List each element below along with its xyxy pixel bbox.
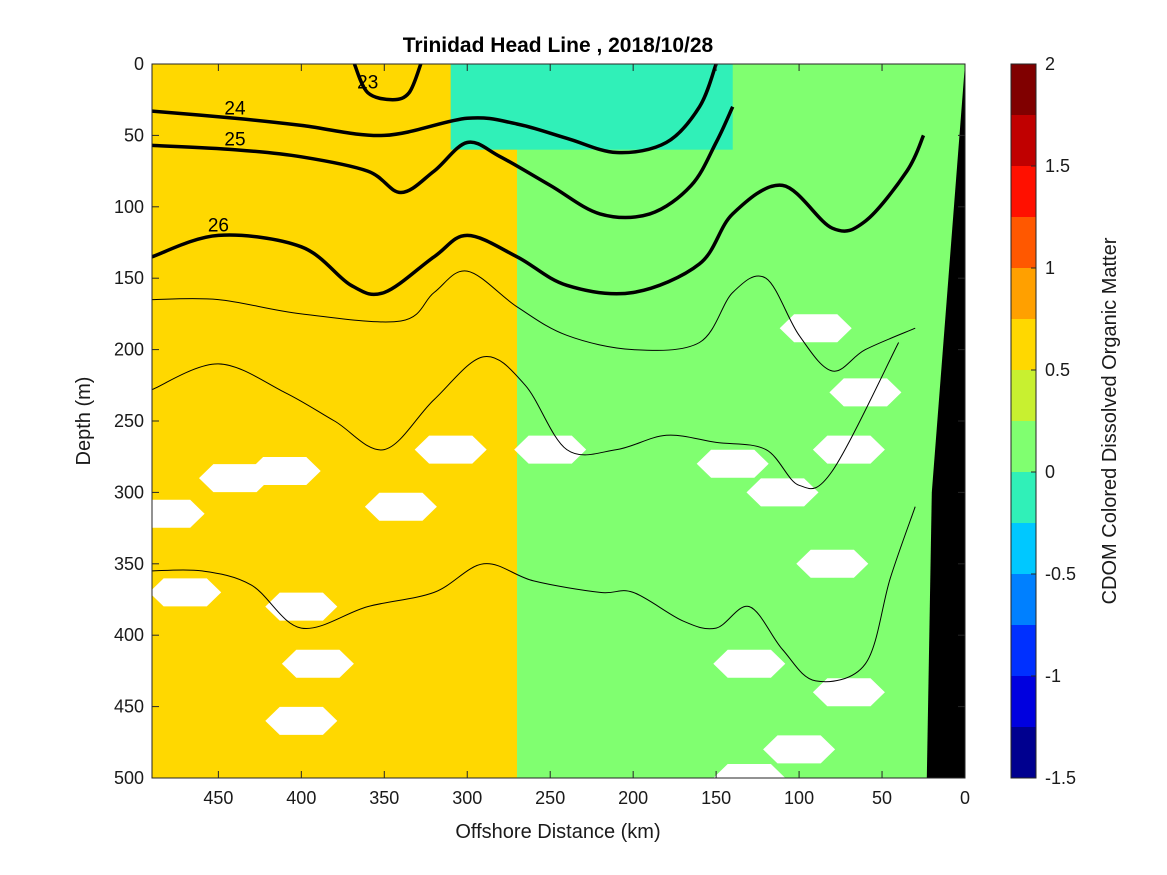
- x-tick-label: 250: [535, 788, 565, 808]
- chart-title: Trinidad Head Line , 2018/10/28: [403, 34, 714, 57]
- blank-region: [414, 435, 487, 464]
- colorbar-segment: [1011, 727, 1036, 778]
- colorbar-frame: [1010, 63, 1037, 779]
- blank-region: [713, 764, 786, 778]
- colorbar-tick-label: 1: [1045, 258, 1055, 278]
- colorbar-tick-label: -1: [1045, 666, 1061, 686]
- colorbar-tick-label: 1.5: [1045, 156, 1070, 176]
- contour-label: 25: [224, 130, 245, 151]
- colorbar-segment: [1011, 319, 1036, 370]
- x-tick-label: 150: [701, 788, 731, 808]
- x-tick-label: 100: [784, 788, 814, 808]
- y-tick-label: 500: [114, 768, 144, 788]
- y-tick-label: 50: [124, 125, 144, 145]
- colorbar-tick-label: 0.5: [1045, 360, 1070, 380]
- x-axis-ticks: 450 400 350 300 250 200 150 100 50 0: [203, 64, 970, 808]
- contour-line: [152, 270, 916, 372]
- colorbar-segment: [1011, 64, 1036, 115]
- field-block: [450, 64, 733, 150]
- x-axis-label: Offshore Distance (km): [455, 821, 660, 843]
- seafloor: [926, 64, 965, 778]
- blank-region: [812, 435, 885, 464]
- blank-region: [696, 449, 769, 478]
- x-tick-label: 450: [203, 788, 233, 808]
- colorbar-segment: [1011, 166, 1036, 217]
- colorbar-segment: [1011, 115, 1036, 166]
- x-tick-label: 200: [618, 788, 648, 808]
- contour-label: 23: [357, 73, 378, 94]
- blank-region: [265, 592, 338, 621]
- colorbar-segment: [1011, 421, 1036, 472]
- blank-region: [152, 578, 222, 607]
- colorbar-tick-label: -0.5: [1045, 564, 1076, 584]
- contour-label: 26: [208, 215, 229, 236]
- colorbar-tick-label: -1.5: [1045, 768, 1076, 788]
- y-tick-label: 150: [114, 268, 144, 288]
- y-tick-label: 450: [114, 697, 144, 717]
- y-tick-label: 0: [134, 54, 144, 74]
- x-tick-label: 50: [872, 788, 892, 808]
- colorbar-segment: [1011, 268, 1036, 319]
- colorbar-segment: [1011, 625, 1036, 676]
- y-tick-label: 250: [114, 411, 144, 431]
- plot-area: 23 24 25 26: [152, 64, 965, 778]
- y-tick-label: 100: [114, 197, 144, 217]
- colorbar-segment: [1011, 523, 1036, 574]
- blank-region: [812, 678, 885, 707]
- blank-region: [746, 478, 819, 507]
- blank-region: [829, 378, 902, 407]
- contour-line: [152, 64, 718, 155]
- blank-region: [152, 499, 205, 528]
- y-tick-label: 200: [114, 340, 144, 360]
- contour-line: [352, 64, 423, 102]
- seafloor-polygon: [926, 64, 965, 778]
- y-tick-label: 300: [114, 482, 144, 502]
- y-axis-label: Depth (m): [73, 377, 95, 466]
- colorbar-segment: [1011, 217, 1036, 268]
- colorbar-tick-label: 2: [1045, 54, 1055, 74]
- missing-data-regions: [152, 314, 902, 778]
- colorbar-tick-label: 0: [1045, 462, 1055, 482]
- contour-line: [152, 134, 926, 297]
- y-tick-label: 350: [114, 554, 144, 574]
- y-tick-label: 400: [114, 625, 144, 645]
- colorbar-label: CDOM Colored Dissolved Organic Matter: [1099, 237, 1121, 604]
- colorbar-segment: [1011, 370, 1036, 421]
- blank-region: [713, 649, 786, 678]
- blank-region: [364, 492, 437, 521]
- x-tick-label: 300: [452, 788, 482, 808]
- contour-label: 24: [224, 98, 246, 119]
- colorbar-segment: [1011, 574, 1036, 625]
- blank-region: [779, 314, 852, 343]
- density-contours: 23 24 25 26: [152, 64, 926, 683]
- cdom-field: [152, 64, 965, 778]
- y-axis-ticks: 0 50 100 150 200 250 300 350 400 450 500: [114, 54, 965, 788]
- blank-region: [265, 706, 338, 735]
- contour-line: [152, 506, 916, 683]
- colorbar-segment: [1011, 676, 1036, 727]
- contour-line: [152, 106, 735, 220]
- blank-region: [763, 735, 836, 764]
- contour-line: [152, 342, 900, 490]
- blank-region: [514, 435, 587, 464]
- x-tick-label: 400: [286, 788, 316, 808]
- colorbar-segment: [1011, 472, 1036, 523]
- x-tick-label: 0: [960, 788, 970, 808]
- colorbar: 2 1.5 1 0.5 0 -0.5 -1 -1.5: [1010, 54, 1076, 788]
- x-tick-label: 350: [369, 788, 399, 808]
- blank-region: [199, 464, 271, 493]
- blank-region: [281, 649, 354, 678]
- blank-region: [796, 549, 869, 578]
